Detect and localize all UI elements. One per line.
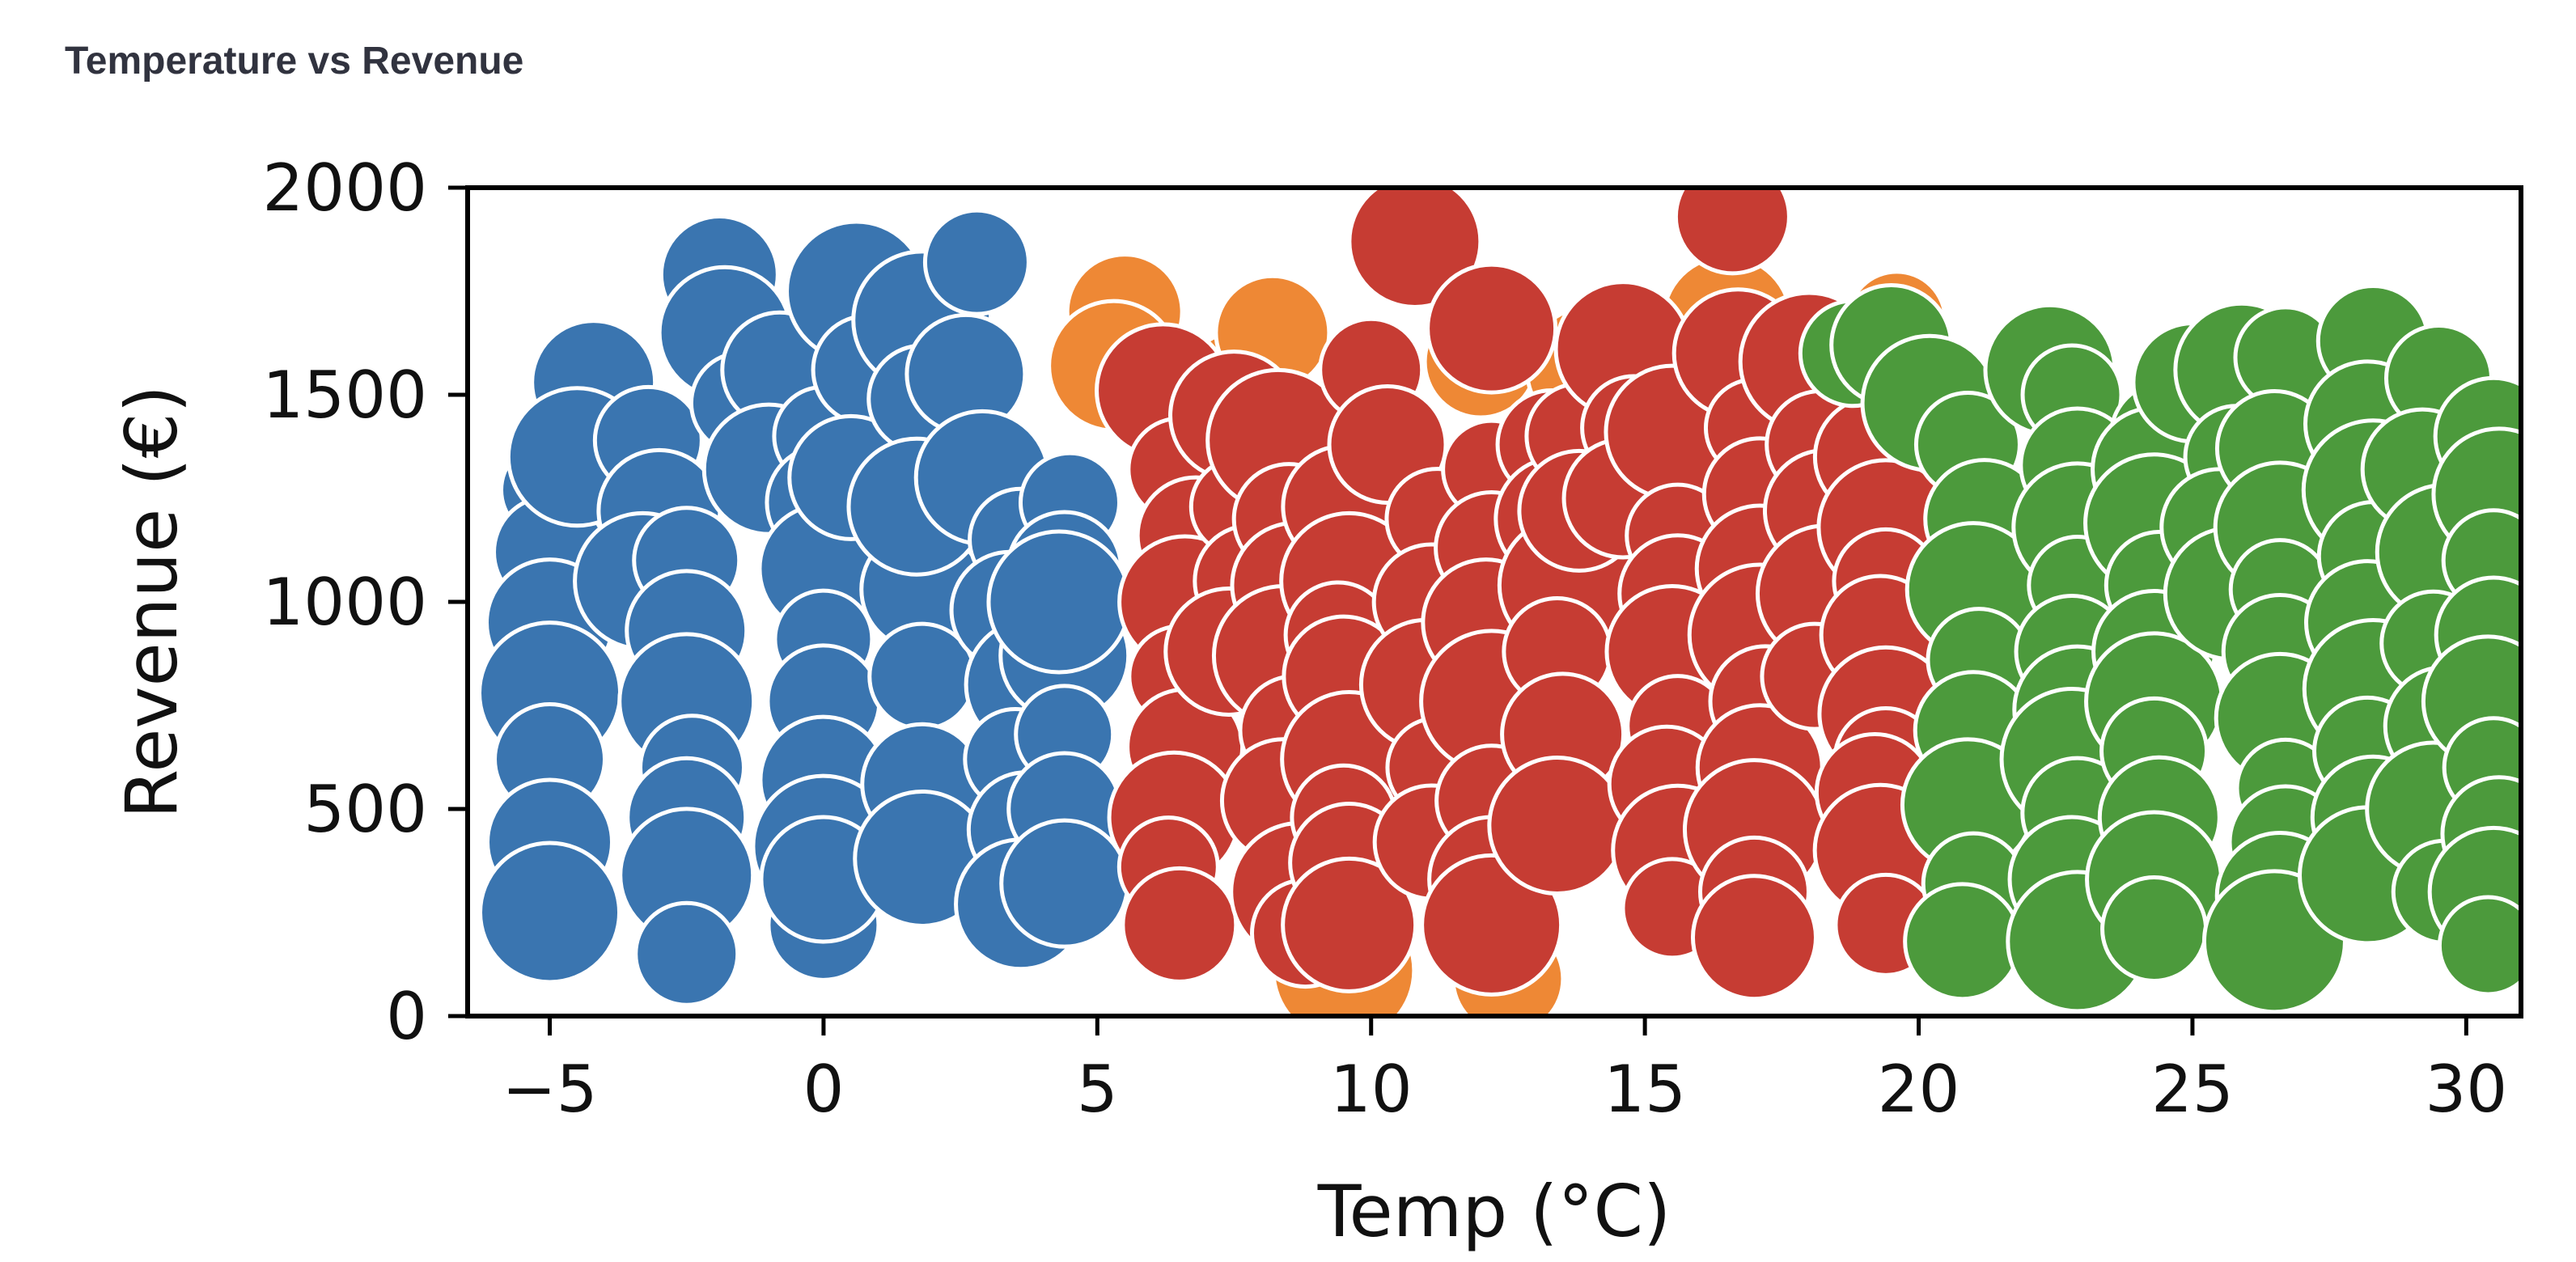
data-point — [986, 529, 1132, 675]
x-tick-label: −5 — [502, 1052, 598, 1127]
marks-layer — [477, 188, 2521, 1016]
y-tick-label: 500 — [303, 772, 427, 847]
data-point — [1347, 188, 1483, 310]
data-point — [1121, 866, 1239, 984]
series-0 — [477, 208, 1132, 1007]
y-axis-label: Revenue (€) — [110, 385, 193, 819]
data-point — [1903, 882, 2023, 1002]
data-point — [633, 900, 740, 1007]
data-point — [1690, 874, 1818, 1002]
y-tick-label: 1000 — [262, 565, 427, 640]
data-point — [2437, 895, 2521, 997]
x-tick-label: 20 — [1878, 1052, 1960, 1127]
x-tick-label: 5 — [1077, 1052, 1118, 1127]
y-tick-label: 0 — [386, 979, 427, 1054]
data-point — [1420, 853, 1564, 997]
x-tick-label: 10 — [1330, 1052, 1413, 1127]
data-point — [999, 818, 1130, 949]
x-tick-label: 30 — [2425, 1052, 2507, 1127]
data-point — [1487, 755, 1628, 896]
data-point — [1281, 856, 1418, 993]
data-point — [1426, 262, 1558, 395]
x-tick-label: 25 — [2151, 1052, 2234, 1127]
x-tick-label: 0 — [803, 1052, 844, 1127]
data-point — [922, 208, 1031, 316]
page-title: Temperature vs Revenue — [65, 40, 524, 83]
series-2 — [1095, 188, 1955, 1002]
data-point — [1673, 188, 1791, 276]
y-tick-label: 2000 — [262, 150, 427, 226]
data-point — [478, 841, 622, 985]
y-axis: 0 500 1000 1500 2000 — [262, 150, 468, 1054]
x-axis: −5 0 5 10 15 20 25 30 — [502, 1016, 2507, 1127]
series-3 — [1798, 283, 2521, 1014]
x-axis-label: Temp (°C) — [1317, 1170, 1671, 1253]
y-tick-label: 1500 — [262, 358, 427, 433]
data-point — [2100, 875, 2209, 983]
x-tick-label: 15 — [1604, 1052, 1686, 1127]
